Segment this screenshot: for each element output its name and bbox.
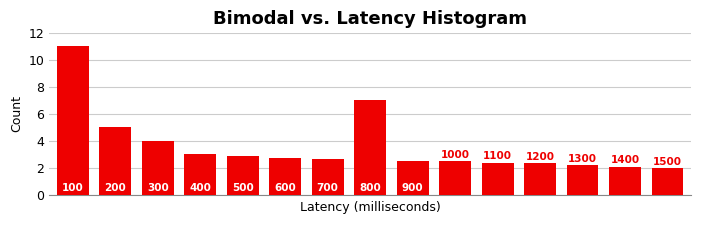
Bar (227, 156, 259, 195)
Text: 1500: 1500 (653, 157, 682, 167)
Bar (482, 162, 513, 195)
Text: 300: 300 (147, 184, 168, 194)
Text: 800: 800 (360, 184, 381, 194)
Bar (354, 100, 386, 195)
Text: 1200: 1200 (525, 152, 555, 162)
Text: 400: 400 (189, 184, 211, 194)
Text: 700: 700 (317, 184, 338, 194)
Text: 1000: 1000 (441, 150, 470, 160)
Bar (269, 158, 301, 195)
Bar (57, 46, 89, 195)
Bar (184, 154, 216, 195)
Bar (439, 161, 471, 195)
X-axis label: Latency (milliseconds): Latency (milliseconds) (300, 200, 441, 213)
Text: 600: 600 (274, 184, 296, 194)
Text: 100: 100 (62, 184, 84, 194)
Bar (397, 161, 429, 195)
Bar (651, 168, 683, 195)
Bar (524, 163, 556, 195)
Title: Bimodal vs. Latency Histogram: Bimodal vs. Latency Histogram (213, 10, 527, 28)
Text: 1100: 1100 (483, 152, 512, 162)
Text: 500: 500 (232, 184, 254, 194)
Bar (99, 127, 131, 195)
Bar (567, 165, 599, 195)
Text: 1300: 1300 (568, 154, 597, 164)
Text: 900: 900 (402, 184, 424, 194)
Y-axis label: Count: Count (10, 95, 23, 132)
Text: 1400: 1400 (611, 156, 639, 166)
Bar (312, 159, 343, 195)
Text: 200: 200 (104, 184, 126, 194)
Bar (609, 166, 641, 195)
Bar (142, 141, 173, 195)
